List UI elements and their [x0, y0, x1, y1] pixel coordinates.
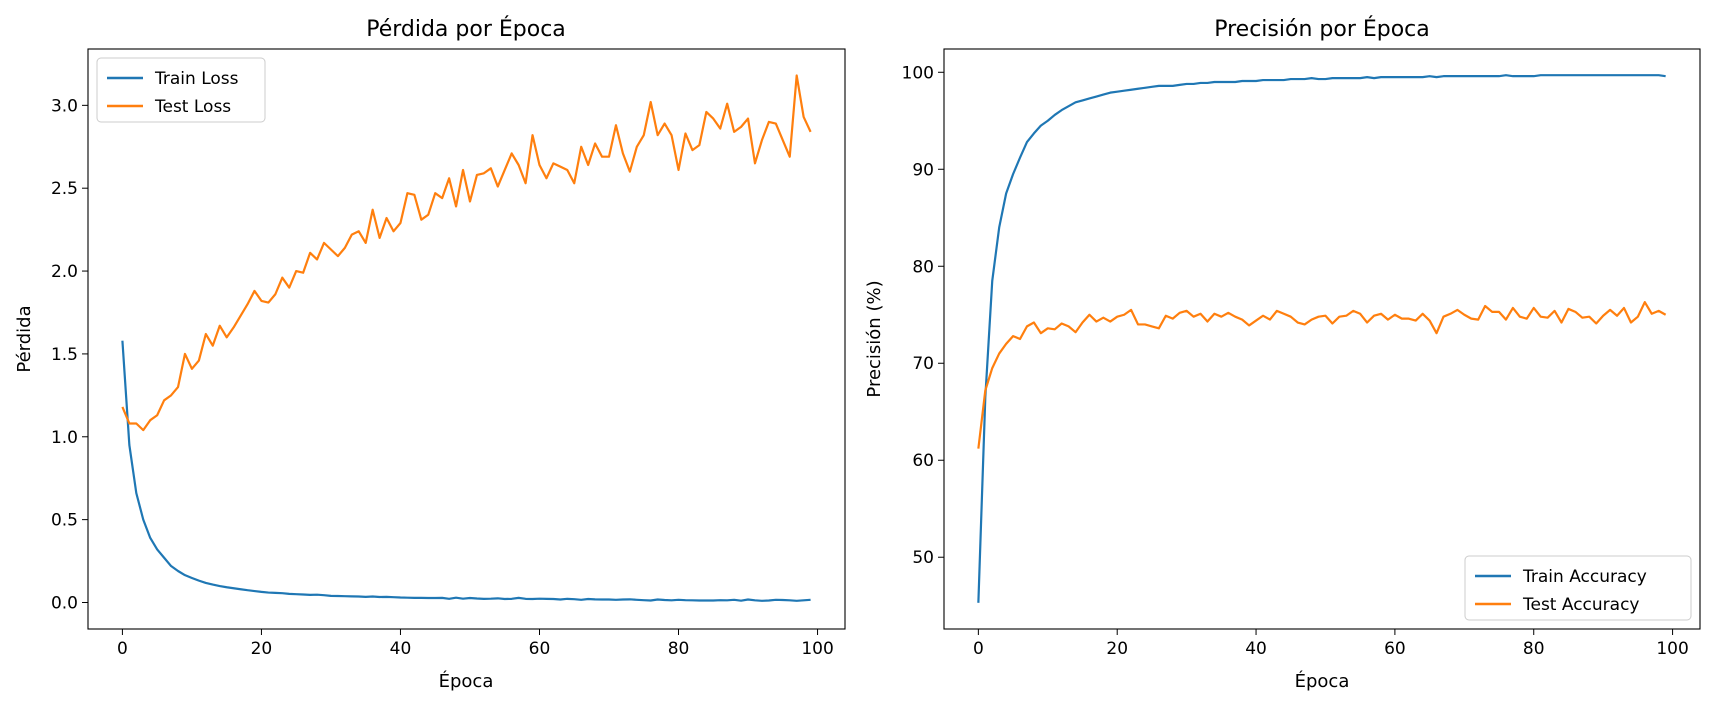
train-accuracy-line — [977, 74, 1666, 603]
loss-chart-xtick-label: 40 — [390, 639, 412, 659]
accuracy-chart-ytick-label: 100 — [902, 63, 934, 83]
loss-chart-xtick-label: 100 — [801, 639, 833, 659]
test-accuracy-line — [977, 301, 1667, 449]
loss-chart-xtick-label: 80 — [668, 639, 690, 659]
loss-chart-ytick-label: 1.5 — [51, 345, 78, 365]
accuracy-chart-xtick-label: 60 — [1384, 639, 1406, 659]
loss-chart-ytick-label: 3.0 — [51, 96, 78, 116]
accuracy-chart-ytick-label: 70 — [912, 354, 934, 374]
accuracy-chart-legend: Train Accuracy Test Accuracy — [1464, 555, 1692, 621]
loss-chart-xtick-label: 60 — [529, 639, 551, 659]
loss-chart-xtick-label: 20 — [251, 639, 273, 659]
accuracy-chart-legend-box — [1464, 555, 1692, 621]
loss-chart-ytick-label: 2.5 — [51, 179, 78, 199]
accuracy-chart-ytick-label: 60 — [912, 451, 934, 471]
accuracy-chart-title: Precisión por Época — [1214, 16, 1430, 42]
accuracy-chart-xlabel: Época — [1295, 670, 1350, 692]
accuracy-chart-xtick-label: 0 — [973, 639, 984, 659]
accuracy-chart-lines — [977, 74, 1667, 603]
loss-chart-ylabel: Pérdida — [14, 305, 35, 372]
loss-chart-ytick-label: 0.5 — [51, 511, 78, 531]
accuracy-chart-axes-frame — [943, 48, 1701, 630]
accuracy-chart: Precisión por Época 0 20 40 60 80 100 50 60 70 80… — [864, 16, 1701, 692]
accuracy-chart-ytick-label: 80 — [912, 257, 934, 277]
legend-label: Train Accuracy — [1522, 567, 1647, 587]
accuracy-chart-xtick-label: 80 — [1523, 639, 1545, 659]
loss-chart-xlabel: Época — [439, 670, 494, 692]
loss-chart: Pérdida por Época 0 20 40 60 80 100 0.0 0.5 1.0 1… — [14, 16, 846, 692]
accuracy-chart-xtick-label: 100 — [1656, 639, 1688, 659]
test-loss-line — [121, 74, 812, 432]
accuracy-chart-xtick-label: 20 — [1106, 639, 1128, 659]
loss-chart-title: Pérdida por Época — [366, 16, 566, 42]
loss-chart-xtick-label: 0 — [117, 639, 128, 659]
legend-label: Test Loss — [154, 97, 231, 117]
accuracy-chart-ylabel: Precisión (%) — [864, 280, 885, 397]
train-loss-line — [121, 340, 811, 602]
loss-chart-ytick-label: 0.0 — [51, 593, 78, 613]
loss-chart-ticks: 0 20 40 60 80 100 0.0 0.5 1.0 1.5 2.0 2.5 3.0 — [51, 96, 834, 659]
loss-chart-axes-frame — [87, 48, 846, 630]
accuracy-chart-ticks: 0 20 40 60 80 100 50 60 70 80 90 100 — [902, 63, 1689, 659]
legend-label: Test Accuracy — [1522, 595, 1640, 615]
legend-label: Train Loss — [154, 69, 239, 89]
accuracy-chart-ytick-label: 50 — [912, 548, 934, 568]
accuracy-chart-xtick-label: 40 — [1245, 639, 1267, 659]
loss-chart-legend: Train Loss Test Loss — [96, 57, 266, 123]
loss-chart-ytick-label: 2.0 — [51, 262, 78, 282]
accuracy-chart-ytick-label: 90 — [912, 160, 934, 180]
loss-chart-lines — [121, 74, 812, 602]
loss-chart-ytick-label: 1.0 — [51, 428, 78, 448]
